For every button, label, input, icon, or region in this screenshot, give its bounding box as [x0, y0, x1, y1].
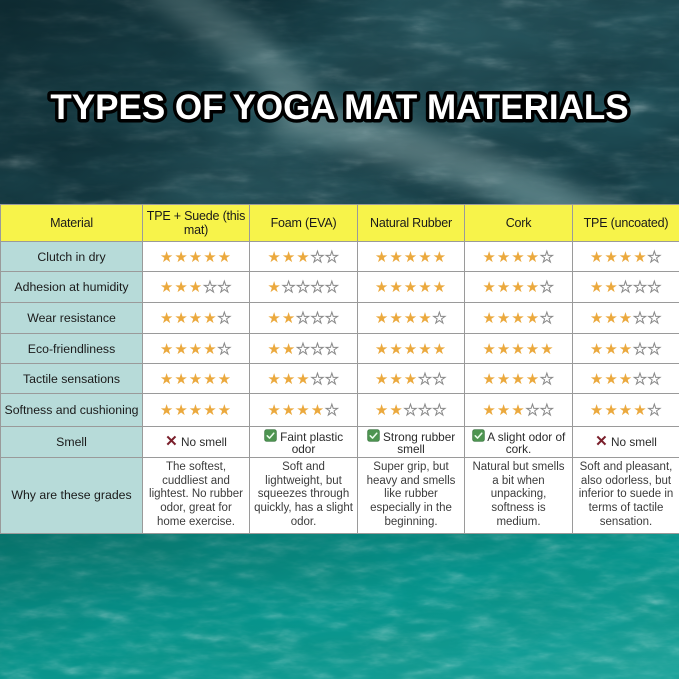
svg-text:TYPES OF YOGA MAT MATERIALS: TYPES OF YOGA MAT MATERIALS [50, 88, 628, 127]
